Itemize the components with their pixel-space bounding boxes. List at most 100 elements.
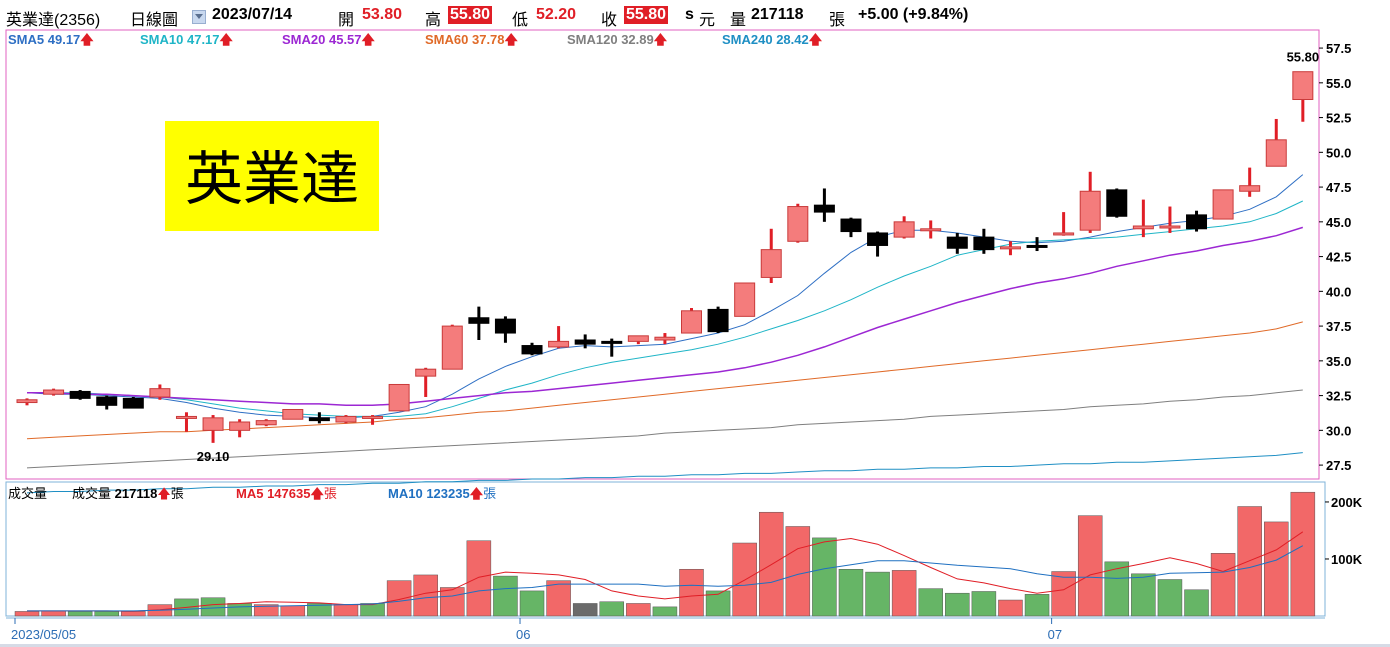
volume-bar bbox=[679, 568, 704, 617]
sma240-line bbox=[26, 452, 1303, 494]
candle-body bbox=[149, 388, 171, 398]
candle-body bbox=[229, 421, 251, 431]
candle-body bbox=[601, 340, 623, 344]
candle-body bbox=[627, 335, 649, 342]
x-tick-label: 07 bbox=[1048, 627, 1062, 642]
candle bbox=[1026, 237, 1048, 252]
up-arrow-icon: 🡅 bbox=[654, 32, 668, 47]
sma60-legend: SMA60 37.78🡅 bbox=[425, 32, 519, 47]
volume-axis: 100K 200K bbox=[1325, 495, 1363, 567]
price-tick-label: 55.0 bbox=[1326, 76, 1351, 91]
sma120-line bbox=[26, 389, 1303, 469]
candle-body bbox=[813, 204, 835, 213]
volume-bar bbox=[838, 568, 864, 617]
volume-bar bbox=[14, 611, 40, 617]
candle bbox=[202, 415, 224, 443]
candle bbox=[1186, 210, 1208, 232]
volume-bar bbox=[891, 570, 917, 617]
price-tick-label: 45.0 bbox=[1326, 215, 1351, 230]
candle bbox=[1079, 171, 1101, 233]
candle-body bbox=[388, 383, 410, 412]
volume-unit: 張 bbox=[829, 12, 846, 29]
volume-value: 217118 bbox=[751, 6, 804, 23]
volume-bar bbox=[1210, 553, 1236, 617]
candle-body bbox=[335, 415, 357, 423]
candle-body bbox=[1106, 189, 1128, 217]
volume-bar bbox=[998, 599, 1023, 617]
candle-body bbox=[1186, 214, 1208, 230]
volume-bar bbox=[1290, 491, 1316, 617]
up-arrow-icon: 🡅 bbox=[362, 32, 376, 47]
candle bbox=[175, 412, 197, 432]
candle-body bbox=[654, 336, 676, 341]
candle bbox=[840, 217, 862, 238]
candle-body bbox=[122, 397, 144, 409]
candle bbox=[96, 395, 118, 410]
candle bbox=[654, 333, 676, 345]
open-value: 53.80 bbox=[362, 6, 403, 23]
x-tick-label: 06 bbox=[516, 627, 530, 642]
candle bbox=[43, 388, 65, 396]
candle-body bbox=[973, 236, 995, 251]
close-label: 收 bbox=[601, 12, 618, 29]
candle-body bbox=[920, 228, 942, 232]
up-arrow-icon: 🡅 bbox=[809, 32, 823, 47]
volume-bar bbox=[227, 603, 252, 617]
sma10-line bbox=[27, 200, 1304, 417]
volume-bar bbox=[1024, 594, 1050, 617]
candle bbox=[1159, 206, 1181, 233]
candle-body bbox=[16, 399, 38, 404]
close-value: 55.80 bbox=[624, 6, 669, 24]
volume-bar bbox=[1264, 521, 1289, 617]
candle bbox=[1106, 188, 1128, 218]
candle bbox=[69, 390, 91, 400]
candle-body bbox=[69, 390, 91, 399]
s-label: s bbox=[685, 6, 694, 23]
volume-bar bbox=[493, 575, 518, 617]
candle-body bbox=[255, 420, 277, 426]
candle bbox=[441, 324, 463, 370]
price-tick-label: 40.0 bbox=[1326, 284, 1351, 299]
sma10-legend: SMA10 47.17🡅 bbox=[140, 32, 234, 47]
high-value: 55.80 bbox=[448, 6, 493, 24]
candles bbox=[16, 71, 1314, 443]
price-tick-label: 52.5 bbox=[1326, 111, 1351, 126]
price-tick-label: 32.5 bbox=[1326, 389, 1351, 404]
volume-bar bbox=[1131, 573, 1156, 617]
candle bbox=[1265, 118, 1287, 167]
candle bbox=[1292, 71, 1314, 122]
overlay-title-box: 英業達 bbox=[165, 121, 379, 231]
volume-bar bbox=[971, 591, 997, 617]
volume-bar bbox=[1184, 589, 1209, 617]
candle bbox=[521, 342, 543, 356]
period-label: 日線圖 bbox=[130, 12, 179, 29]
volume-bar bbox=[466, 540, 492, 617]
candle bbox=[282, 408, 304, 420]
candle-body bbox=[43, 389, 65, 395]
candle-body bbox=[362, 415, 384, 419]
candle-body bbox=[441, 325, 463, 370]
price-tick-label: 42.5 bbox=[1326, 250, 1351, 265]
price-annotations: 29.10 55.80 bbox=[197, 50, 1319, 464]
candle-body bbox=[1159, 225, 1181, 229]
candle-body bbox=[734, 282, 756, 317]
volume-bar bbox=[1157, 579, 1183, 617]
period-dropdown-icon[interactable] bbox=[192, 10, 206, 24]
candle-body bbox=[787, 206, 809, 242]
price-annotation: 55.80 bbox=[1287, 50, 1320, 65]
volume-legend-volume: 成交量 217118🡅張 bbox=[72, 486, 184, 501]
volume-bar bbox=[41, 610, 66, 617]
candle bbox=[255, 419, 277, 427]
volume-bar bbox=[386, 580, 412, 617]
status-bar bbox=[0, 644, 1390, 647]
low-value: 52.20 bbox=[536, 6, 577, 23]
volume-legend: 成交量 成交量 217118🡅張 MA5 147635🡅張 MA10 12323… bbox=[8, 486, 496, 501]
sma120-legend: SMA120 32.89🡅 bbox=[567, 32, 668, 47]
candle bbox=[813, 188, 835, 222]
candle-body bbox=[308, 417, 330, 422]
price-tick-label: 35.0 bbox=[1326, 354, 1351, 369]
candle bbox=[149, 384, 171, 400]
candle-body bbox=[494, 318, 516, 334]
up-arrow-icon: 🡅 bbox=[80, 32, 94, 47]
